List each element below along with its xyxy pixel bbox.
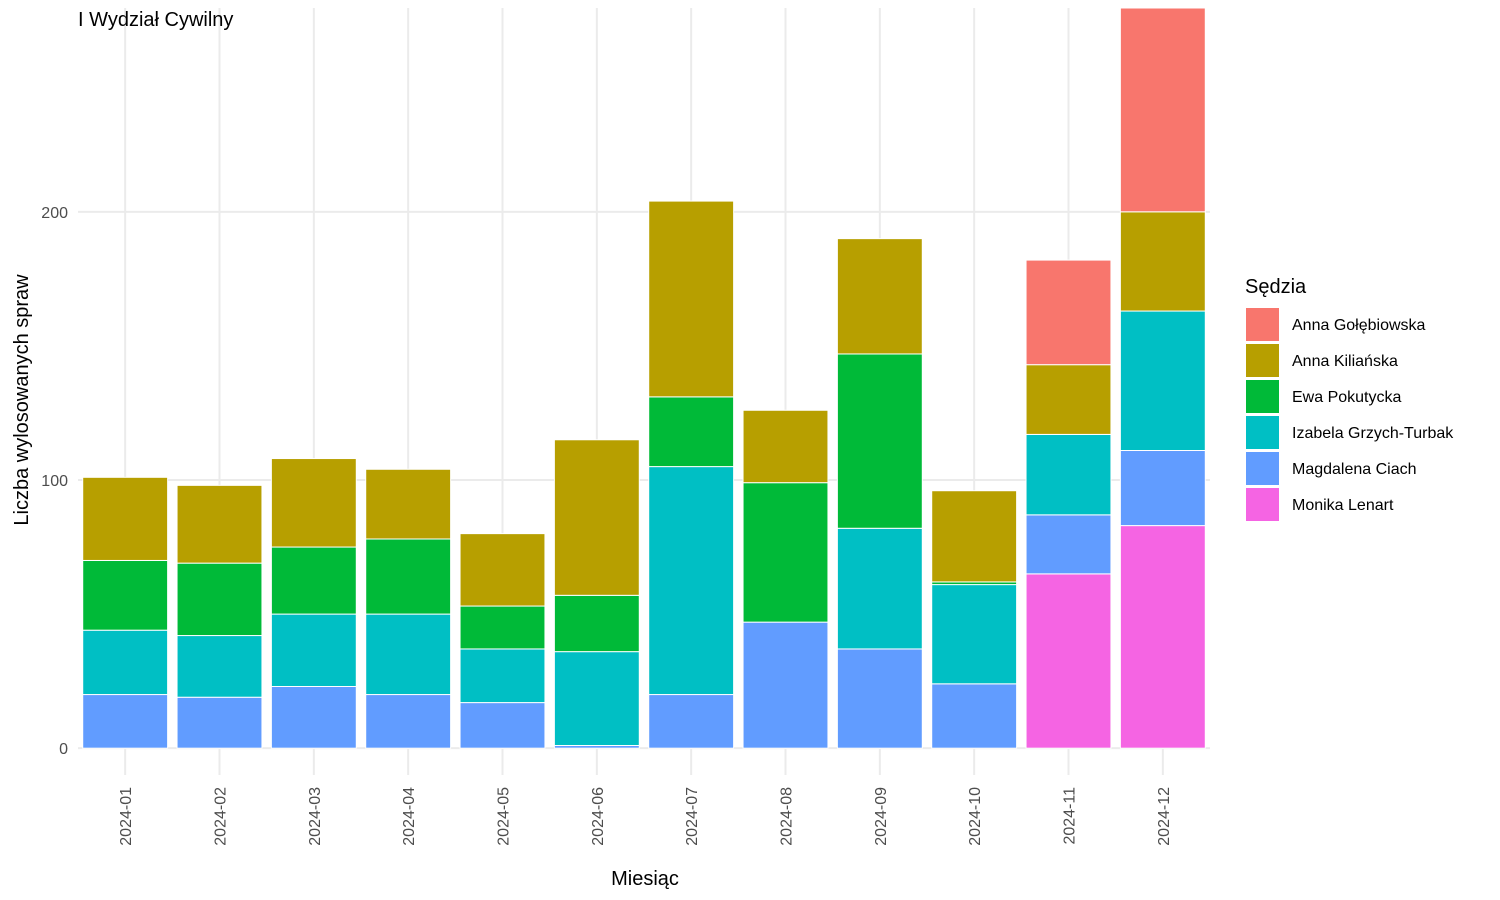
x-tick-label: 2024-04 xyxy=(401,787,418,846)
legend-label: Izabela Grzych-Turbak xyxy=(1292,425,1454,442)
x-tick-label: 2024-05 xyxy=(496,787,513,846)
x-tick-label: 2024-08 xyxy=(779,787,796,846)
y-tick-label: 100 xyxy=(41,473,68,490)
bar-segment: Anna Kiliańska 2024-06: 58 xyxy=(553,439,640,596)
x-tick-label: 2024-11 xyxy=(1062,787,1079,845)
bar-segment: Izabela Grzych-Turbak 2024-10: 37 xyxy=(931,584,1018,685)
bar-segment: Anna Kiliańska 2024-07: 73 xyxy=(648,200,735,398)
legend-swatch xyxy=(1246,380,1279,413)
bar-segment: Anna Kiliańska 2024-03: 33 xyxy=(270,458,357,548)
legend-swatch xyxy=(1246,416,1279,449)
legend-swatch xyxy=(1246,344,1279,377)
bar-segment: Anna Gołębiowska 2024-12: 76 xyxy=(1119,7,1206,213)
y-tick-label: 200 xyxy=(41,205,68,222)
bar-segment: Ewa Pokutycka 2024-04: 28 xyxy=(365,538,452,615)
bar-segment: Magdalena Ciach 2024-04: 20 xyxy=(365,694,452,749)
legend-swatch xyxy=(1246,488,1279,521)
legend-swatch xyxy=(1246,308,1279,341)
legend: Sędzia Anna Gołębiowska Anna Kiliańska Ewa… xyxy=(1245,276,1454,521)
y-tick-label: 0 xyxy=(59,741,68,758)
legend-label: Magdalena Ciach xyxy=(1292,461,1417,478)
bar-segment: Izabela Grzych-Turbak 2024-02: 23 xyxy=(176,635,263,698)
legend-label: Anna Gołębiowska xyxy=(1292,317,1426,334)
bar-segment: Ewa Pokutycka 2024-08: 52 xyxy=(742,482,829,623)
x-axis-title: Miesiąc xyxy=(611,868,679,890)
bar-segment: Magdalena Ciach 2024-03: 23 xyxy=(270,686,357,749)
x-tick-label: 2024-12 xyxy=(1156,787,1173,846)
bar-segment: Anna Kiliańska 2024-04: 26 xyxy=(365,468,452,540)
bar-segment: Magdalena Ciach 2024-01: 20 xyxy=(82,694,169,749)
bar-segment: Anna Kiliańska 2024-11: 26 xyxy=(1025,364,1112,435)
legend-title: Sędzia xyxy=(1245,276,1307,298)
bar-segment: Izabela Grzych-Turbak 2024-09: 45 xyxy=(836,527,923,650)
bar-segment: Magdalena Ciach 2024-08: 47 xyxy=(742,621,829,749)
bar-segment: Anna Kiliańska 2024-12: 37 xyxy=(1119,211,1206,312)
bar-segment: Ewa Pokutycka 2024-06: 21 xyxy=(553,594,640,653)
bar-segment: Ewa Pokutycka 2024-07: 26 xyxy=(648,396,735,468)
bar-segment: Anna Gołębiowska 2024-11: 39 xyxy=(1025,259,1112,366)
x-tick-label: 2024-03 xyxy=(307,787,324,846)
bar-segment: Magdalena Ciach 2024-10: 24 xyxy=(931,683,1018,749)
x-tick-label: 2024-07 xyxy=(684,787,701,846)
bar-segment: Izabela Grzych-Turbak 2024-01: 24 xyxy=(82,629,169,696)
legend-label: Anna Kiliańska xyxy=(1292,353,1398,370)
legend-label: Monika Lenart xyxy=(1292,497,1394,514)
bar-segment: Ewa Pokutycka 2024-05: 16 xyxy=(459,605,546,650)
bar-segment: Anna Kiliańska 2024-10: 34 xyxy=(931,490,1018,583)
bar-segment: Magdalena Ciach 2024-11: 22 xyxy=(1025,514,1112,575)
x-tick-label: 2024-02 xyxy=(213,787,230,846)
bar-segment: Izabela Grzych-Turbak 2024-05: 20 xyxy=(459,648,546,704)
x-axis: 2024-01 2024-02 2024-03 2024-04 2024-05 2024-… xyxy=(118,787,1173,846)
bar-segment: Anna Kiliańska 2024-08: 27 xyxy=(742,409,829,484)
bars-layer: Magdalena Ciach 2024-01: 20Izabela Grzyc… xyxy=(82,7,1206,749)
bar-segment: Magdalena Ciach 2024-02: 19 xyxy=(176,696,263,749)
bar-segment: Izabela Grzych-Turbak 2024-12: 52 xyxy=(1119,310,1206,451)
bar-segment: Anna Kiliańska 2024-01: 31 xyxy=(82,476,169,561)
bar-segment: Izabela Grzych-Turbak 2024-06: 35 xyxy=(553,651,640,746)
bar-segment: Monika Lenart 2024-11: 65 xyxy=(1025,573,1112,749)
y-axis: 0 100 200 xyxy=(41,205,68,758)
bar-segment: Izabela Grzych-Turbak 2024-04: 30 xyxy=(365,613,452,696)
x-tick-label: 2024-06 xyxy=(590,787,607,846)
bar-segment: Izabela Grzych-Turbak 2024-07: 85 xyxy=(648,466,735,696)
bar-segment: Monika Lenart 2024-12: 83 xyxy=(1119,525,1206,749)
x-tick-label: 2024-09 xyxy=(873,787,890,846)
bar-segment: Izabela Grzych-Turbak 2024-03: 27 xyxy=(270,613,357,687)
bar-segment: Anna Kiliańska 2024-05: 27 xyxy=(459,533,546,607)
bar-segment: Anna Kiliańska 2024-02: 29 xyxy=(176,484,263,564)
legend-label: Ewa Pokutycka xyxy=(1292,389,1401,406)
bar-segment: Magdalena Ciach 2024-12: 28 xyxy=(1119,450,1206,527)
x-tick-label: 2024-01 xyxy=(118,787,135,846)
bar-segment: Ewa Pokutycka 2024-09: 65 xyxy=(836,353,923,529)
bar-segment: Magdalena Ciach 2024-09: 37 xyxy=(836,648,923,749)
bar-segment: Ewa Pokutycka 2024-03: 25 xyxy=(270,546,357,615)
bar-segment: Anna Kiliańska 2024-09: 43 xyxy=(836,238,923,355)
y-axis-title: Liczba wylosowanych spraw xyxy=(11,274,33,526)
bar-segment: Magdalena Ciach 2024-05: 17 xyxy=(459,702,546,749)
x-tick-label: 2024-10 xyxy=(967,787,984,846)
bar-segment: Ewa Pokutycka 2024-02: 27 xyxy=(176,562,263,637)
bar-segment: Magdalena Ciach 2024-07: 20 xyxy=(648,694,735,749)
chart-title: I Wydział Cywilny xyxy=(78,9,233,31)
bar-segment: Izabela Grzych-Turbak 2024-11: 30 xyxy=(1025,433,1112,516)
bar-segment: Ewa Pokutycka 2024-01: 26 xyxy=(82,559,169,631)
legend-swatch xyxy=(1246,452,1279,485)
